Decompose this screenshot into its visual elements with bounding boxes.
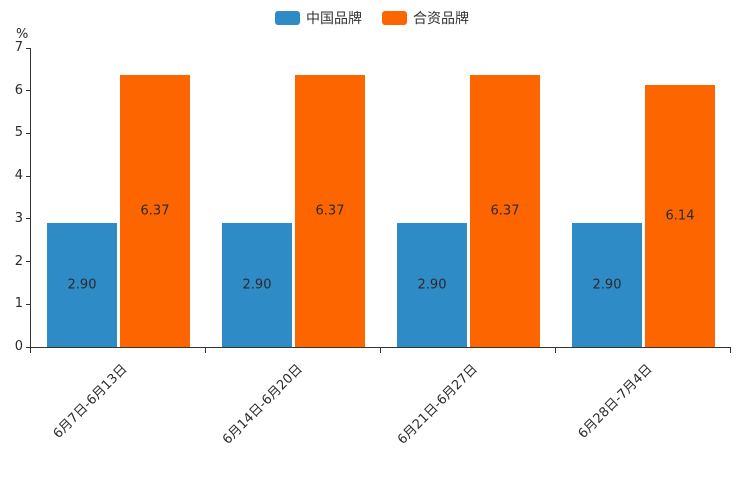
x-axis-tick [204,348,206,353]
legend: 中国品牌 合资品牌 [0,8,744,28]
y-axis-tick [26,346,30,348]
bar-series-0-category-0: 2.90 [47,223,117,347]
x-axis-tick [29,348,31,353]
y-axis-tick [26,175,30,177]
bar-series-0-category-3: 2.90 [572,223,642,347]
legend-label-joint-venture-brand: 合资品牌 [413,11,469,27]
y-tick-label: 4 [14,168,23,184]
bar-series-0-category-1: 2.90 [222,223,292,347]
y-axis-tick [26,261,30,263]
y-axis-tick [26,303,30,305]
y-axis-tick [26,132,30,134]
bar-value-label: 2.90 [67,277,97,293]
x-axis-label: 6月14日-6月20日 [220,361,306,448]
x-axis-tick [379,348,381,353]
bar-value-label: 2.90 [592,277,622,293]
y-axis-tick [26,218,30,220]
y-tick-label: 2 [14,253,23,269]
bar-series-1-category-2: 6.37 [470,74,540,347]
x-axis-label: 6月28日-7月4日 [575,361,656,442]
legend-item-joint-venture-brand[interactable]: 合资品牌 [382,8,469,28]
legend-swatch-joint-venture-brand [382,11,407,25]
bar-value-label: 6.37 [140,203,170,219]
y-tick-label: 6 [14,82,23,98]
bar-value-label: 6.37 [490,203,520,219]
x-axis-label: 6月7日-6月13日 [50,361,131,442]
y-tick-label: 1 [14,296,23,312]
x-axis-label: 6月21日-6月27日 [395,361,481,448]
bar-series-1-category-1: 6.37 [295,74,365,347]
y-axis-unit-label: % [16,27,29,42]
y-tick-label: 7 [14,40,23,55]
legend-label-china-brand: 中国品牌 [306,11,362,27]
bar-value-label: 6.37 [315,203,345,219]
x-axis-tick [554,348,556,353]
legend-swatch-china-brand [275,11,300,25]
y-tick-label: 3 [14,210,23,226]
y-tick-label: 0 [14,339,23,354]
bar-series-0-category-2: 2.90 [397,223,467,347]
bar-series-1-category-0: 6.37 [120,74,190,347]
legend-item-china-brand[interactable]: 中国品牌 [275,8,362,28]
bar-value-label: 6.14 [665,208,695,224]
bar-value-label: 2.90 [242,277,272,293]
bar-value-label: 2.90 [417,277,447,293]
y-tick-label: 5 [14,125,23,141]
bar-series-1-category-3: 6.14 [645,84,715,347]
x-axis-tick [729,348,731,353]
plot-area: 2.90 6.37 2.90 6.37 2.90 6.37 2.90 6.14 [30,48,731,348]
y-axis-tick [26,47,30,49]
y-axis-tick [26,90,30,92]
